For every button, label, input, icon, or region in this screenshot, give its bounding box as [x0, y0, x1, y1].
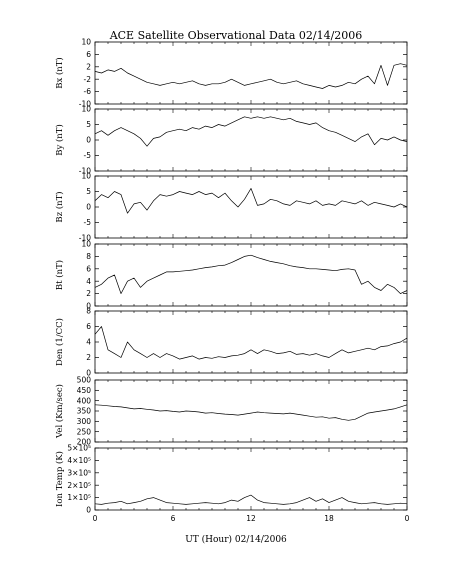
y-tick-label-bt-nt: 2 — [86, 289, 91, 298]
series-line-den-1-cc — [94, 326, 408, 360]
y-tick-label-bx-nt: 10 — [81, 38, 91, 47]
y-tick-label-vel-km-sec: 250 — [77, 427, 92, 436]
y-tick-label-ion-temp-k: 3×10⁵ — [67, 468, 91, 477]
series-line-bz-nt — [94, 188, 408, 214]
x-tick-label: 12 — [246, 514, 256, 523]
y-tick-label-bt-nt: 6 — [86, 264, 91, 273]
y-tick-label-vel-km-sec: 400 — [77, 396, 92, 405]
y-tick-label-ion-temp-k: 2×10⁵ — [67, 481, 91, 490]
panel-frame-bt-nt — [94, 243, 408, 307]
y-axis-label-bx-nt: Bx (nT) — [54, 57, 65, 89]
y-axis-label-den-1-cc: Den (1/CC) — [54, 318, 65, 366]
y-tick-label-ion-temp-k: 0 — [86, 506, 91, 515]
y-tick-label-vel-km-sec: 500 — [77, 376, 92, 385]
x-tick-label: 18 — [324, 514, 334, 523]
x-tick-label: 6 — [171, 514, 176, 523]
series-line-ion-temp-k — [94, 494, 408, 505]
y-tick-label-bt-nt: 4 — [86, 277, 91, 286]
y-tick-label-bx-nt: 6 — [86, 50, 91, 59]
y-tick-label-bx-nt: 2 — [86, 62, 91, 71]
series-line-bt-nt — [94, 254, 408, 294]
y-tick-label-bt-nt: 0 — [86, 302, 91, 311]
y-tick-label-ion-temp-k: 4×10⁵ — [67, 456, 91, 465]
panel-frame-vel-km-sec — [94, 379, 408, 443]
y-axis-label-bt-nt: Bt (nT) — [54, 260, 65, 290]
y-tick-label-by-nt: 0 — [86, 136, 91, 145]
y-axis-label-ion-temp-k: Ion Temp (K) — [54, 451, 65, 507]
y-tick-label-bz-nt: 5 — [86, 187, 91, 196]
y-tick-label-by-nt: -10 — [79, 167, 91, 176]
y-tick-label-bx-nt: -6 — [84, 87, 92, 96]
y-tick-label-bt-nt: 10 — [81, 240, 91, 249]
series-line-vel-km-sec — [94, 404, 408, 421]
y-tick-label-bx-nt: -2 — [84, 75, 92, 84]
y-tick-label-by-nt: 5 — [86, 120, 91, 129]
x-axis-label: UT (Hour) 02/14/2006 — [185, 534, 287, 545]
y-tick-label-den-1-cc: 2 — [86, 353, 91, 362]
y-tick-label-by-nt: 10 — [81, 105, 91, 114]
y-tick-label-vel-km-sec: 300 — [77, 417, 92, 426]
y-axis-label-vel-km-sec: Vel (Km/sec) — [54, 384, 65, 439]
panel-frame-den-1-cc — [94, 310, 408, 374]
y-tick-label-bz-nt: 0 — [86, 203, 91, 212]
y-tick-label-den-1-cc: 0 — [86, 369, 91, 378]
y-tick-label-vel-km-sec: 200 — [77, 438, 92, 447]
series-line-by-nt — [94, 116, 408, 147]
panel-frame-bz-nt — [94, 175, 408, 239]
y-tick-label-den-1-cc: 6 — [86, 322, 91, 331]
y-tick-label-ion-temp-k: 1×10⁵ — [67, 493, 91, 502]
panel-frame-bx-nt — [94, 41, 408, 105]
y-tick-label-bz-nt: 10 — [81, 172, 91, 181]
chart-title: ACE Satellite Observational Data 02/14/2… — [109, 29, 363, 42]
panels-group: -10 -6 -2 2 6 10 Bx (nT) -10 -5 0 5 10 By (nT) -10 -5 0… — [54, 38, 410, 523]
y-axis-label-by-nt: By (nT) — [54, 124, 65, 156]
y-tick-label-by-nt: -5 — [84, 151, 92, 160]
y-tick-label-ion-temp-k: 5×10⁵ — [67, 444, 91, 453]
y-tick-label-vel-km-sec: 450 — [77, 386, 92, 395]
y-tick-label-den-1-cc: 8 — [86, 307, 91, 316]
y-tick-label-den-1-cc: 4 — [86, 338, 91, 347]
y-axis-label-bz-nt: Bz (nT) — [54, 191, 65, 222]
x-tick-label: 0 — [93, 514, 98, 523]
x-tick-label: 0 — [405, 514, 410, 523]
y-tick-label-bx-nt: -10 — [79, 100, 91, 109]
y-tick-label-bt-nt: 8 — [86, 252, 91, 261]
y-tick-label-bz-nt: -10 — [79, 234, 91, 243]
y-tick-label-bz-nt: -5 — [84, 218, 92, 227]
series-line-bx-nt — [94, 63, 408, 89]
y-tick-label-vel-km-sec: 350 — [77, 407, 92, 416]
